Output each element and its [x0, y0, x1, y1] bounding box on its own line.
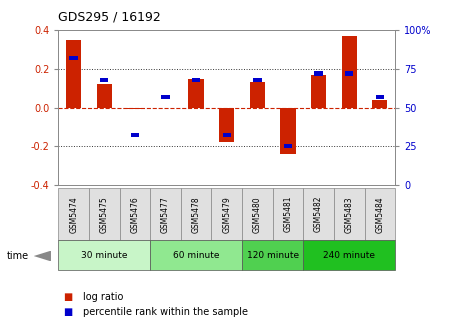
Bar [70, 56, 78, 60]
Bar [253, 78, 262, 82]
Bar [100, 78, 109, 82]
Text: 30 minute: 30 minute [81, 251, 128, 260]
Bar [211, 188, 242, 240]
Bar [345, 71, 353, 76]
Bar [119, 188, 150, 240]
Bar [127, 108, 143, 110]
Bar [89, 188, 119, 240]
Text: GSM5484: GSM5484 [375, 196, 384, 233]
Bar [242, 188, 273, 240]
Bar [284, 144, 292, 148]
Text: GSM5481: GSM5481 [283, 196, 292, 233]
Bar [311, 75, 326, 108]
Text: GDS295 / 16192: GDS295 / 16192 [58, 10, 161, 24]
Polygon shape [34, 251, 51, 261]
Text: GSM5477: GSM5477 [161, 196, 170, 233]
Bar [365, 188, 395, 240]
Bar [303, 240, 395, 270]
Bar [242, 240, 303, 270]
Text: GSM5478: GSM5478 [192, 196, 201, 233]
Text: GSM5479: GSM5479 [222, 196, 231, 233]
Text: ■: ■ [63, 292, 72, 302]
Bar [223, 133, 231, 137]
Bar [372, 100, 387, 108]
Text: ■: ■ [63, 307, 72, 318]
Text: GSM5480: GSM5480 [253, 196, 262, 233]
Bar [97, 84, 112, 108]
Bar [314, 71, 323, 76]
Text: GSM5476: GSM5476 [130, 196, 139, 233]
Bar [219, 108, 234, 142]
Text: 240 minute: 240 minute [323, 251, 375, 260]
Text: GSM5474: GSM5474 [69, 196, 78, 233]
Bar [66, 40, 81, 108]
Text: GSM5482: GSM5482 [314, 196, 323, 233]
Bar [58, 188, 89, 240]
Bar [376, 94, 384, 99]
Text: 120 minute: 120 minute [247, 251, 299, 260]
Text: percentile rank within the sample: percentile rank within the sample [83, 307, 248, 318]
Bar [150, 188, 181, 240]
Bar [280, 108, 295, 154]
Bar [58, 240, 150, 270]
Bar [150, 240, 242, 270]
Bar [273, 188, 303, 240]
Text: GSM5475: GSM5475 [100, 196, 109, 233]
Bar [342, 36, 357, 108]
Bar [250, 82, 265, 108]
Text: log ratio: log ratio [83, 292, 123, 302]
Bar [161, 94, 170, 99]
Bar [334, 188, 365, 240]
Bar [131, 133, 139, 137]
Bar [303, 188, 334, 240]
Bar [192, 78, 200, 82]
Text: 60 minute: 60 minute [173, 251, 220, 260]
Text: GSM5483: GSM5483 [345, 196, 354, 233]
Bar [181, 188, 211, 240]
Bar [189, 79, 204, 108]
Text: time: time [7, 251, 29, 261]
